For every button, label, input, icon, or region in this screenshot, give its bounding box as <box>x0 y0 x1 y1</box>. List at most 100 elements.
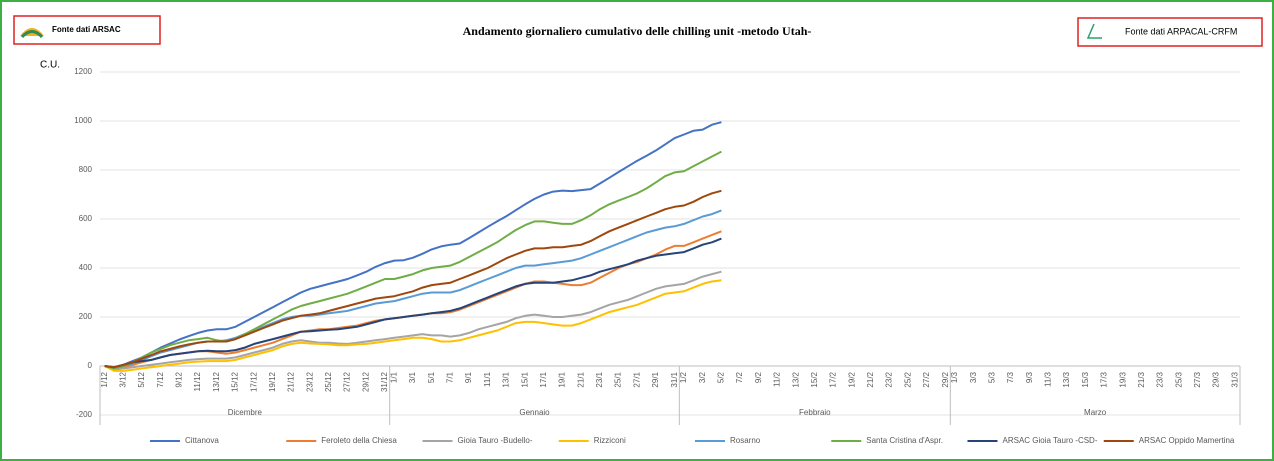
x-tick-label: 1/3 <box>950 371 959 383</box>
x-tick-label: 3/2 <box>698 371 707 383</box>
x-tick-label: 1/2 <box>679 371 688 383</box>
x-tick-label: 7/12 <box>156 371 165 387</box>
y-axis-label: C.U. <box>40 60 60 71</box>
series-line <box>104 270 722 371</box>
series-line <box>104 121 722 369</box>
x-tick-label: 13/12 <box>212 371 221 392</box>
x-tick-label: 11/1 <box>483 371 492 387</box>
x-tick-label: 15/2 <box>810 371 819 387</box>
x-tick-label: 19/1 <box>558 371 567 387</box>
x-tick-label: 7/1 <box>446 371 455 383</box>
chart-title: Andamento giornaliero cumulativo delle c… <box>463 24 812 38</box>
source-box-left <box>13 15 161 45</box>
group-label: Gennaio <box>519 408 550 417</box>
y-tick-label: -200 <box>76 410 93 419</box>
x-tick-label: 27/2 <box>922 371 931 387</box>
x-tick-label: 11/3 <box>1044 371 1053 387</box>
x-tick-label: 31/12 <box>380 371 389 392</box>
group-label: Marzo <box>1084 408 1107 417</box>
x-tick-label: 31/1 <box>670 371 679 387</box>
x-tick-label: 17/1 <box>539 371 548 387</box>
legend-label: Gioia Tauro -Budello- <box>458 436 533 445</box>
x-tick-label: 21/1 <box>576 371 585 387</box>
x-tick-label: 3/12 <box>118 371 127 387</box>
series-line <box>104 189 722 369</box>
x-tick-label: 15/1 <box>520 371 529 387</box>
x-tick-label: 17/12 <box>249 371 258 392</box>
x-tick-label: 1/12 <box>100 371 109 387</box>
x-tick-label: 21/3 <box>1137 371 1146 387</box>
x-tick-label: 27/1 <box>632 371 641 387</box>
x-tick-label: 23/2 <box>885 371 894 387</box>
x-tick-label: 17/3 <box>1100 371 1109 387</box>
x-tick-label: 5/2 <box>717 371 726 383</box>
x-tick-label: 15/12 <box>231 371 240 392</box>
x-tick-label: 23/1 <box>595 371 604 387</box>
legend-label: ARSAC Gioia Tauro -CSD- <box>1003 436 1098 445</box>
series-line <box>104 279 722 372</box>
x-tick-label: 21/2 <box>866 371 875 387</box>
group-label: Dicembre <box>228 408 263 417</box>
x-tick-label: 29/3 <box>1212 371 1221 387</box>
x-tick-label: 1/1 <box>389 371 398 383</box>
source-box-right <box>1077 17 1263 47</box>
x-tick-label: 3/1 <box>408 371 417 383</box>
x-tick-label: 9/3 <box>1025 371 1034 383</box>
logo-left-arc <box>20 30 44 39</box>
x-tick-label: 9/12 <box>175 371 184 387</box>
x-tick-label: 9/2 <box>754 371 763 383</box>
x-tick-label: 5/12 <box>137 371 146 387</box>
y-tick-label: 400 <box>79 263 93 272</box>
group-label: Febbraio <box>799 408 831 417</box>
legend-label: Rizziconi <box>594 436 626 445</box>
x-tick-label: 31/3 <box>1230 371 1239 387</box>
x-tick-label: 15/3 <box>1081 371 1090 387</box>
x-tick-label: 7/2 <box>735 371 744 383</box>
legend-label: Feroleto della Chiesa <box>321 436 397 445</box>
legend-label: Santa Cristina d'Aspr. <box>866 436 943 445</box>
y-tick-label: 0 <box>88 361 93 370</box>
x-tick-label: 25/1 <box>614 371 623 387</box>
series-line <box>104 150 722 370</box>
x-tick-label: 13/2 <box>791 371 800 387</box>
x-tick-label: 19/12 <box>268 371 277 392</box>
x-tick-label: 3/3 <box>969 371 978 383</box>
y-tick-label: 1000 <box>74 116 92 125</box>
x-tick-label: 5/1 <box>427 371 436 383</box>
x-tick-label: 25/12 <box>324 371 333 392</box>
x-tick-label: 13/3 <box>1062 371 1071 387</box>
x-tick-label: 11/2 <box>773 371 782 387</box>
x-tick-label: 23/12 <box>305 371 314 392</box>
x-tick-label: 23/3 <box>1156 371 1165 387</box>
x-tick-label: 29/12 <box>361 371 370 392</box>
x-tick-label: 27/3 <box>1193 371 1202 387</box>
series-line <box>104 237 722 369</box>
x-tick-label: 25/3 <box>1174 371 1183 387</box>
x-tick-label: 7/3 <box>1006 371 1015 383</box>
source-left: Fonte dati ARSAC <box>52 25 121 34</box>
x-tick-label: 13/1 <box>502 371 511 387</box>
x-tick-label: 11/12 <box>193 371 202 391</box>
x-tick-label: 25/2 <box>903 371 912 387</box>
y-tick-label: 600 <box>79 214 93 223</box>
x-tick-label: 27/12 <box>343 371 352 392</box>
y-tick-label: 1200 <box>74 67 92 76</box>
x-tick-label: 21/12 <box>287 371 296 392</box>
legend-label: Cittanova <box>185 436 219 445</box>
legend-label: Rosarno <box>730 436 761 445</box>
x-tick-label: 17/2 <box>829 371 838 387</box>
x-tick-label: 19/2 <box>847 371 856 387</box>
x-tick-label: 29/2 <box>941 371 950 387</box>
x-tick-label: 19/3 <box>1118 371 1127 387</box>
x-tick-label: 9/1 <box>464 371 473 383</box>
logo-right <box>1086 23 1102 39</box>
y-tick-label: 800 <box>79 165 93 174</box>
source-right: Fonte dati ARPACAL-CRFM <box>1125 26 1237 36</box>
legend-label: ARSAC Oppido Mamertina <box>1139 436 1235 445</box>
y-tick-label: 200 <box>79 312 93 321</box>
x-tick-label: 29/1 <box>651 371 660 387</box>
x-tick-label: 5/3 <box>987 371 996 383</box>
